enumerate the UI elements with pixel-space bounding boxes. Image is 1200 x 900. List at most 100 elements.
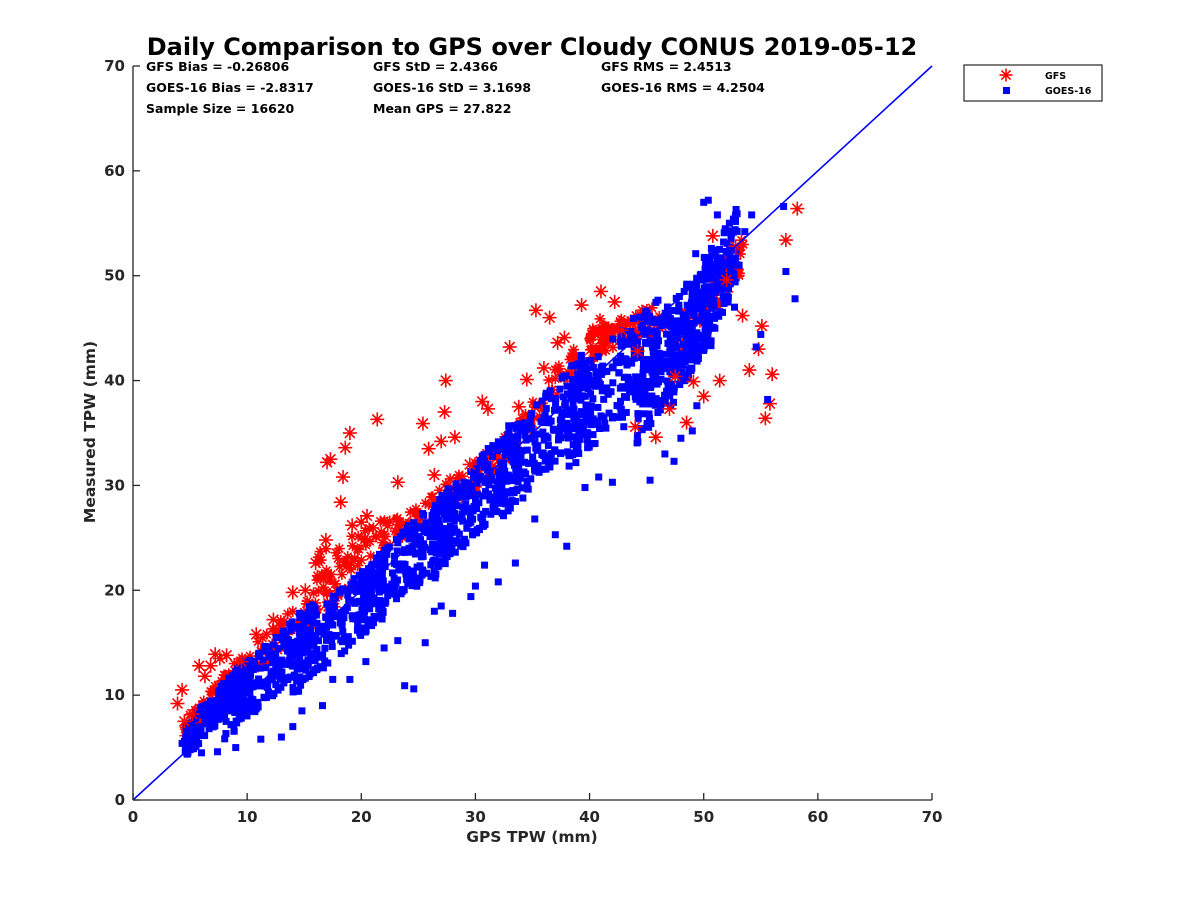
goes16-cloud-point (475, 499, 483, 507)
goes16-cloud-point (278, 635, 286, 643)
goes16-cloud-point (584, 404, 592, 412)
goes16-cloud-point (446, 523, 454, 531)
goes16-cloud-point (684, 352, 692, 360)
goes16-cloud-point (661, 357, 669, 365)
goes16-cloud-point (494, 438, 502, 446)
gfs-cloud-point (404, 506, 416, 518)
goes16-cloud-point (617, 409, 625, 417)
goes16-cloud-point (660, 315, 668, 323)
goes16-cloud-point (500, 459, 508, 467)
goes16-cloud-point (525, 419, 533, 427)
gfs-point (342, 426, 357, 440)
goes16-cloud-point (317, 653, 325, 661)
stat-sample-size: Sample Size = 16620 (146, 101, 295, 116)
goes16-cloud-point (369, 600, 377, 608)
gfs-point (712, 373, 727, 388)
goes16-cloud-point (197, 723, 205, 731)
goes16-point (752, 343, 760, 351)
goes16-cloud-point (646, 378, 654, 386)
goes16-point (735, 261, 743, 269)
goes16-cloud-point (406, 548, 414, 556)
gfs-point (421, 441, 436, 456)
goes16-cloud-point (667, 402, 675, 410)
goes16-cloud-point (313, 619, 321, 627)
goes16-cloud-point (442, 515, 450, 523)
goes16-cloud-point (710, 260, 718, 268)
goes16-cloud-point (587, 402, 595, 410)
goes16-cloud-point (328, 642, 336, 650)
gfs-cloud-point (342, 551, 354, 563)
goes16-point (704, 196, 712, 204)
gfs-cloud-point (374, 515, 386, 527)
goes16-cloud-point (441, 560, 449, 568)
goes16-cloud-point (707, 244, 715, 252)
goes16-cloud-point (187, 731, 195, 739)
gfs-cloud-point (607, 341, 619, 353)
goes16-cloud-point (626, 388, 634, 396)
goes16-cloud-point (408, 525, 416, 533)
goes16-cloud-point (375, 588, 383, 596)
goes16-cloud-point (577, 396, 585, 404)
goes16-cloud-point (267, 650, 275, 658)
goes16-cloud-point (336, 588, 344, 596)
goes16-cloud-point (290, 650, 298, 658)
goes16-cloud-point (525, 459, 533, 467)
goes16-cloud-point (518, 484, 526, 492)
goes16-cloud-point (435, 561, 443, 569)
x-tick-label: 30 (465, 808, 486, 826)
gfs-cloud-point (318, 574, 330, 586)
goes16-cloud-point (649, 371, 657, 379)
goes16-cloud-point (296, 665, 304, 673)
goes16-cloud-point (627, 332, 635, 340)
goes16-point (329, 675, 337, 683)
goes16-cloud-point (627, 327, 635, 335)
goes16-cloud-point (528, 424, 536, 432)
goes16-cloud-point (569, 422, 577, 430)
goes16-cloud-point (726, 227, 734, 235)
goes16-cloud-point (421, 543, 429, 551)
goes16-cloud-point (638, 426, 646, 434)
goes16-cloud-point (561, 401, 569, 409)
goes16-cloud-point (712, 246, 720, 254)
goes16-cloud-point (307, 628, 315, 636)
x-tick-label: 40 (579, 808, 600, 826)
goes16-cloud-point (380, 584, 388, 592)
goes16-cloud-point (514, 435, 522, 443)
goes16-cloud-point (296, 610, 304, 618)
goes16-cloud-point (632, 395, 640, 403)
goes16-cloud-point (306, 617, 314, 625)
goes16-cloud-point (616, 384, 624, 392)
goes16-cloud-point (358, 606, 366, 614)
goes16-cloud-point (228, 684, 236, 692)
goes16-cloud-point (375, 550, 383, 558)
goes16-cloud-point (218, 701, 226, 709)
goes16-cloud-point (642, 338, 650, 346)
goes16-cloud-point (668, 346, 676, 354)
goes16-cloud-point (399, 528, 407, 536)
goes16-cloud-point (724, 293, 732, 301)
gfs-cloud-point (598, 336, 610, 348)
gfs-point (390, 475, 405, 490)
goes16-cloud-point (256, 664, 264, 672)
legend-goes16-marker (1003, 87, 1010, 94)
gfs-cloud-point (316, 569, 328, 581)
goes16-cloud-point (687, 299, 695, 307)
goes16-cloud-point (651, 401, 659, 409)
goes16-cloud-point (454, 484, 462, 492)
goes16-cloud-point (563, 382, 571, 390)
goes16-cloud-point (295, 624, 303, 632)
gfs-point (249, 627, 264, 642)
goes16-cloud-point (497, 494, 505, 502)
goes16-cloud-point (691, 287, 699, 295)
gfs-point (719, 272, 734, 287)
goes16-cloud-point (542, 392, 550, 400)
goes16-cloud-point (581, 372, 589, 380)
goes16-cloud-point (642, 307, 650, 315)
goes16-cloud-point (232, 675, 240, 683)
goes16-cloud-point (638, 373, 646, 381)
goes16-cloud-point (391, 590, 399, 598)
goes16-cloud-point (206, 697, 214, 705)
goes16-point (232, 744, 240, 752)
gfs-point (754, 319, 769, 334)
goes16-cloud-point (336, 619, 344, 627)
